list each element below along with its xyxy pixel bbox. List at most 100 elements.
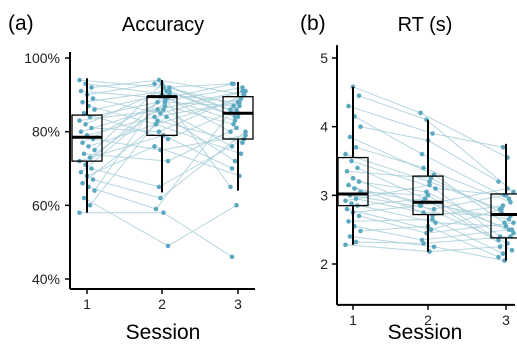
data-point (152, 114, 157, 120)
data-point (344, 206, 350, 212)
data-point (80, 180, 85, 186)
subject-line (83, 197, 237, 247)
data-point (235, 114, 241, 120)
data-point (346, 103, 351, 109)
y-tick-label: 4 (320, 119, 328, 135)
data-point (343, 198, 348, 204)
data-point (418, 203, 423, 208)
subject-line (358, 95, 514, 193)
data-point (425, 193, 431, 198)
data-point (231, 81, 236, 87)
data-point (350, 84, 356, 90)
data-point (161, 107, 166, 112)
data-point (346, 182, 351, 188)
data-point (347, 234, 353, 239)
data-point (231, 122, 236, 127)
data-point (156, 184, 162, 190)
x-tick-label: 1 (83, 296, 91, 312)
panel-a-x-axis-title: Session (126, 321, 201, 344)
data-point (499, 206, 504, 212)
data-point (237, 99, 242, 105)
panel-rt: (b) RT (s) 2 3 4 5 1 2 3 Session (300, 12, 517, 344)
data-point (156, 77, 162, 83)
data-point (234, 203, 239, 208)
data-point (496, 179, 501, 184)
data-point (229, 166, 235, 171)
data-point (355, 165, 360, 171)
data-point (78, 129, 84, 134)
data-point (78, 88, 84, 94)
data-point (78, 169, 84, 175)
x-tick-label: 1 (349, 312, 357, 328)
data-point (508, 199, 513, 205)
subject-line (352, 86, 508, 159)
box-iqr (412, 175, 444, 216)
data-point (343, 151, 348, 157)
data-point (500, 251, 506, 256)
panel-b-tag: (b) (300, 12, 326, 35)
data-point (153, 206, 159, 212)
data-point (511, 189, 516, 195)
data-point (158, 195, 163, 201)
data-point (418, 110, 423, 116)
data-point (232, 118, 238, 123)
data-point (241, 92, 247, 98)
subject-line (79, 212, 233, 258)
data-point (497, 244, 503, 250)
y-tick-label: 40% (32, 271, 60, 287)
data-point (433, 220, 438, 226)
data-point (346, 219, 351, 224)
x-tick-label: 3 (234, 296, 242, 312)
data-point (356, 179, 362, 184)
data-point (89, 125, 94, 131)
y-tick-label: 80% (32, 124, 60, 140)
data-point (77, 118, 82, 123)
data-point (162, 99, 168, 105)
data-point (358, 124, 363, 129)
data-point (353, 239, 359, 245)
data-point (240, 140, 245, 145)
data-point (500, 203, 506, 208)
data-point (509, 248, 515, 253)
panel-b-boxes (337, 86, 517, 261)
data-point (155, 107, 160, 112)
data-point (83, 122, 88, 127)
data-point (358, 228, 363, 234)
data-point (162, 103, 168, 109)
panel-b-title: RT (s) (398, 14, 453, 36)
data-point (433, 186, 438, 191)
data-point (421, 210, 426, 215)
data-point (234, 125, 239, 131)
data-point (349, 201, 354, 206)
data-point (87, 155, 93, 160)
panel-a-points (77, 77, 248, 260)
x-tick-label: 3 (502, 312, 510, 328)
panel-b-x-axis-title: Session (388, 321, 463, 344)
data-point (228, 129, 233, 134)
data-point (89, 85, 94, 90)
data-point (90, 177, 96, 182)
data-point (428, 227, 434, 232)
data-point (92, 147, 97, 153)
data-point (81, 195, 87, 201)
data-point (428, 175, 434, 181)
y-tick-label: 60% (32, 197, 60, 213)
data-point (421, 165, 426, 171)
data-point (156, 129, 162, 134)
data-point (234, 107, 239, 112)
data-point (506, 227, 512, 232)
data-point (240, 85, 245, 90)
data-point (228, 184, 233, 190)
data-point (238, 96, 244, 101)
data-point (243, 133, 248, 138)
data-point (343, 242, 348, 248)
y-tick-label: 3 (320, 187, 328, 203)
data-point (155, 99, 160, 105)
subject-line (360, 126, 499, 183)
data-point (421, 241, 426, 246)
panel-a-tag: (a) (8, 12, 34, 35)
data-point (92, 188, 97, 193)
data-point (356, 213, 362, 219)
data-point (353, 145, 359, 150)
